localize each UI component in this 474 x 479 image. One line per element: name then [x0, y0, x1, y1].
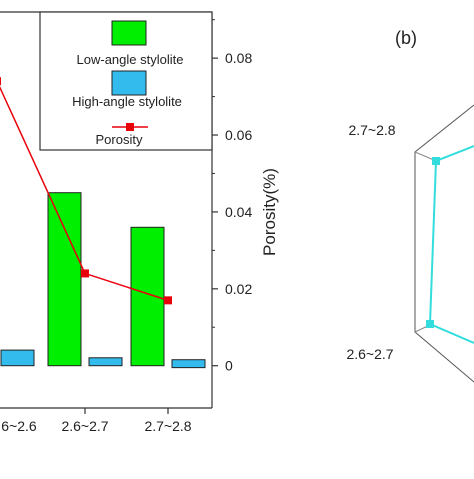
porosity-series — [0, 77, 172, 305]
radar-panel: (b) 2.7~2.8 2.6~2.7 — [346, 28, 474, 383]
legend-marker-porosity — [126, 123, 134, 131]
x-tick-label: 6~2.6 — [1, 418, 37, 434]
bar-high-angle-2.7~2.8 — [171, 359, 206, 369]
legend-swatch-high-angle — [111, 70, 147, 96]
porosity-point-2.6~2.7 — [81, 269, 89, 278]
panel-label-b: (b) — [395, 28, 417, 48]
legend-label-low-angle: Low-angle stylolite — [77, 52, 184, 67]
radar-point-upper — [432, 157, 440, 165]
bar-low-angle-2.7~2.8 — [130, 226, 165, 367]
bar-high-angle-2.5~2.6 — [0, 349, 35, 367]
porosity-point-2.5~2.6 — [0, 77, 1, 86]
right-axis-ticks: 0.08 0.06 0.04 0.02 0 — [212, 19, 252, 374]
right-axis-title: Porosity(%) — [260, 168, 279, 256]
radar-spoke-upper — [414, 151, 435, 161]
radar-axis-label-top: 2.7~2.8 — [348, 122, 395, 138]
bar-group — [0, 192, 206, 369]
porosity-point-2.7~2.8 — [164, 296, 172, 305]
y-tick-label: 0 — [225, 358, 233, 374]
x-tick-label: 2.6~2.7 — [61, 418, 108, 434]
radar-outer-frame — [414, 104, 474, 383]
bar-high-angle-2.6~2.7 — [88, 357, 123, 367]
radar-series-line — [428, 145, 474, 344]
legend-label-high-angle: High-angle stylolite — [72, 94, 182, 109]
y-tick-label: 0.02 — [225, 281, 252, 297]
legend-label-porosity: Porosity — [96, 132, 143, 147]
radar-axis-label-bottom: 2.6~2.7 — [346, 346, 393, 362]
radar-point-lower — [426, 320, 434, 328]
bar-low-angle-2.6~2.7 — [47, 192, 82, 367]
x-tick-label: 2.7~2.8 — [144, 418, 191, 434]
legend: Low-angle stylolite High-angle stylolite… — [39, 11, 213, 151]
y-tick-label: 0.08 — [225, 50, 252, 66]
y-tick-label: 0.04 — [225, 204, 252, 220]
x-axis-ticks: 6~2.6 2.6~2.7 2.7~2.8 — [1, 408, 192, 434]
y-tick-label: 0.06 — [225, 127, 252, 143]
legend-swatch-low-angle — [111, 20, 147, 46]
